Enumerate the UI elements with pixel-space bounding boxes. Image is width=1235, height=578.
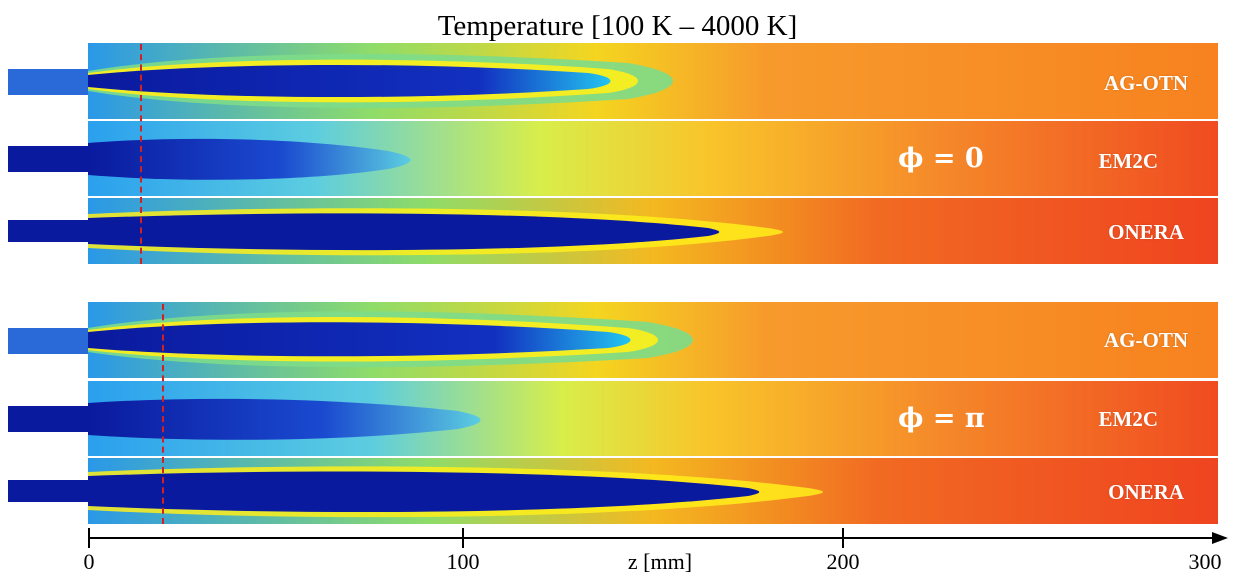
panel-ag-otn-phi0: AG-OTN (8, 43, 1218, 119)
axis-tick-label: 0 (83, 549, 95, 574)
temperature-field-onera-phipi (8, 458, 1218, 524)
temperature-field-em2c-phi0 (8, 121, 1218, 196)
temperature-field-ag-otn-phipi (8, 302, 1218, 378)
phase-label: ϕ = 0 (898, 143, 984, 174)
axis-label: z [mm] (627, 549, 693, 574)
reference-line-phipi (162, 304, 164, 524)
phase-label: ϕ = π (898, 403, 985, 434)
row-label: EM2C (1098, 407, 1159, 431)
panel-em2c-phipi: ϕ = π EM2C (8, 381, 1218, 456)
reference-line-phi0 (140, 44, 142, 264)
panel-ag-otn-phipi: AG-OTN (8, 302, 1218, 378)
panel-onera-phi0: ONERA (8, 198, 1218, 264)
temperature-field-em2c-phipi (8, 381, 1218, 456)
temperature-field-ag-otn-phi0 (8, 43, 1218, 119)
axis-tick-label: 100 (446, 549, 480, 574)
figure-title: Temperature [100 K – 4000 K] (437, 10, 798, 42)
row-label: AG-OTN (1104, 71, 1188, 95)
row-label: ONERA (1108, 480, 1184, 504)
axis-tick-label: 200 (826, 549, 860, 574)
row-label: EM2C (1098, 149, 1159, 173)
temperature-field-onera-phi0 (8, 198, 1218, 264)
panel-em2c-phi0: ϕ = 0 EM2C (8, 121, 1218, 196)
axis-tick-label: 300 (1188, 549, 1222, 574)
row-label: ONERA (1108, 220, 1184, 244)
row-label: AG-OTN (1104, 328, 1188, 352)
panel-onera-phipi: ONERA (8, 458, 1218, 524)
